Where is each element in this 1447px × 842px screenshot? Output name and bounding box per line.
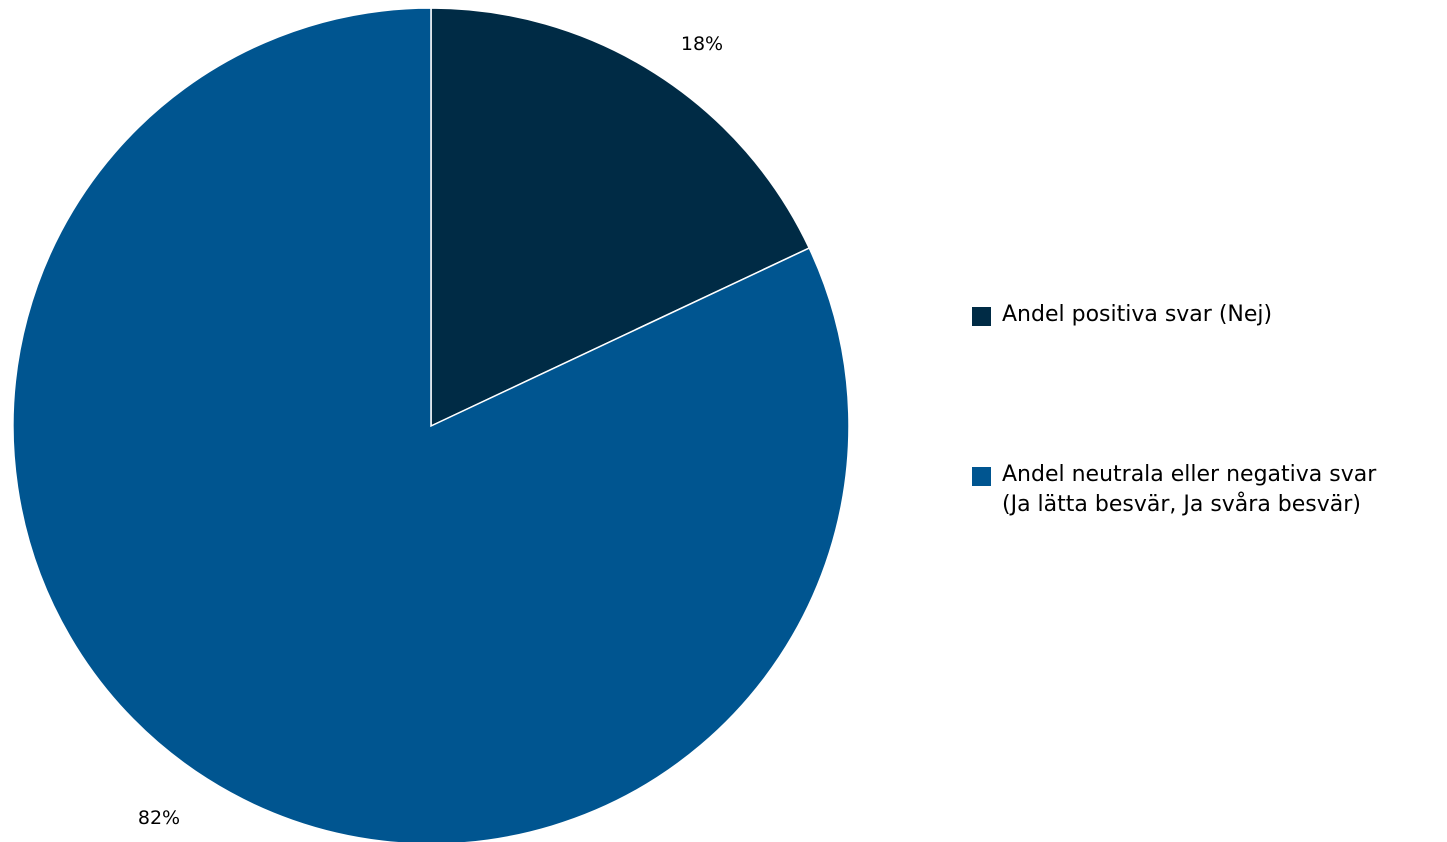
legend-swatch-positive bbox=[972, 307, 991, 326]
pie-slice-0 bbox=[430, 7, 811, 428]
pie-slice-1 bbox=[12, 7, 850, 842]
pie-slices bbox=[12, 7, 850, 842]
legend-item-neutral-negative: Andel neutrala eller negativa svar (Ja l… bbox=[972, 460, 1442, 520]
legend-label-neutral-negative-line1: Andel neutrala eller negativa svar bbox=[1002, 462, 1377, 487]
pie-data-label-1: 82% bbox=[138, 807, 180, 829]
legend-label-neutral-negative-line2: (Ja lätta besvär, Ja svåra besvär) bbox=[1002, 492, 1361, 517]
legend: Andel positiva svar (Nej) Andel neutrala… bbox=[972, 300, 1442, 520]
pie-data-label-0: 18% bbox=[681, 33, 723, 55]
legend-swatch-neutral-negative bbox=[972, 467, 991, 486]
pie-data-labels: 18% 82% bbox=[138, 33, 723, 829]
legend-item-positive: Andel positiva svar (Nej) bbox=[972, 300, 1442, 330]
legend-label-positive: Andel positiva svar (Nej) bbox=[1002, 302, 1273, 327]
